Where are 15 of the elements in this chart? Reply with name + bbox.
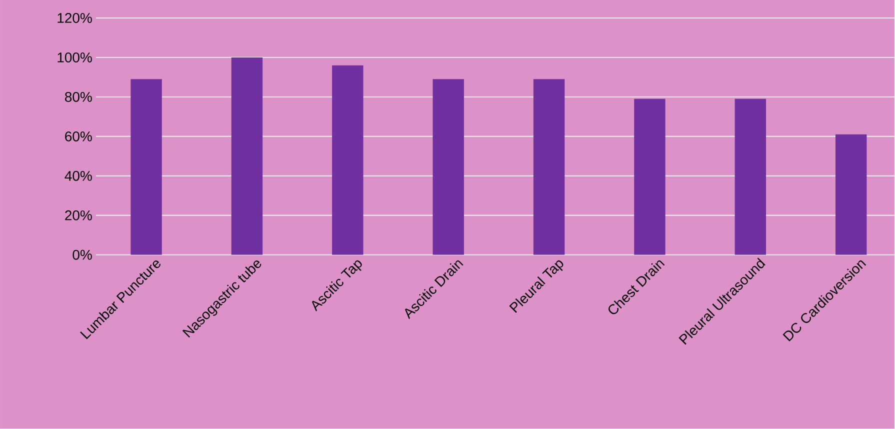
bar xyxy=(533,79,565,255)
bar xyxy=(432,79,464,255)
bar xyxy=(835,134,867,255)
bar xyxy=(231,58,263,255)
y-tick-label: 80% xyxy=(65,92,92,102)
bar xyxy=(634,99,666,255)
y-tick-label: 0% xyxy=(72,250,92,260)
y-tick-label: 40% xyxy=(64,171,92,181)
y-tick-label: 120% xyxy=(58,13,92,24)
y-tick-label: 20% xyxy=(65,210,92,220)
y-tick-label: 100% xyxy=(58,52,92,63)
bar xyxy=(332,65,364,255)
bar xyxy=(130,79,162,255)
bar xyxy=(734,99,766,255)
y-tick-label: 60% xyxy=(65,132,92,142)
